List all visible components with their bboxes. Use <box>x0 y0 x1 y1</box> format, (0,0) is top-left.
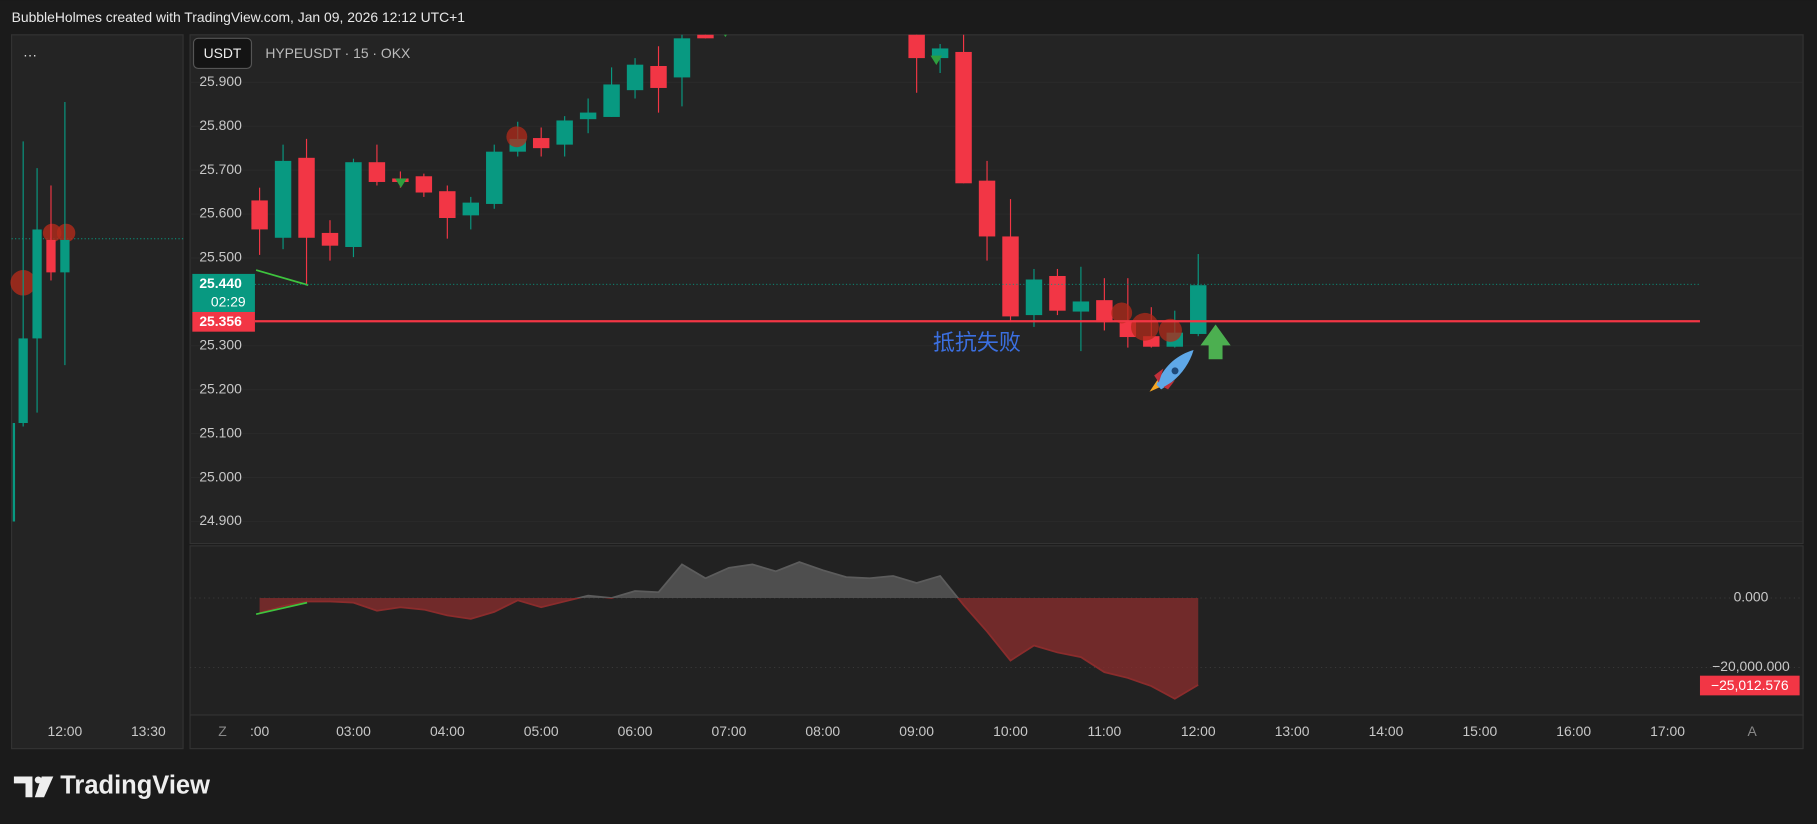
price-plot <box>190 34 1804 522</box>
y-tick-label: 25.700 <box>199 161 242 177</box>
x-tick-label: 14:00 <box>1369 723 1404 739</box>
signal-marker <box>1111 302 1133 324</box>
time-axis <box>189 714 1804 750</box>
caption: BubbleHolmes created with TradingView.co… <box>12 9 466 25</box>
symbol: HYPEUSDT · 15 · OKX <box>265 45 410 61</box>
hline-label: 25.356 <box>199 313 242 329</box>
indicator-line <box>259 561 1199 700</box>
signal-marker <box>506 126 528 148</box>
y-tick-label: 25.800 <box>199 117 242 133</box>
candle-body <box>955 51 972 184</box>
value-tag <box>1699 675 1800 696</box>
x-tick-label: 03:00 <box>336 723 371 739</box>
candle-body <box>908 34 925 59</box>
candle-body <box>532 138 550 149</box>
currency-button[interactable] <box>192 37 253 69</box>
x-tick-label: 04:00 <box>430 723 465 739</box>
logo <box>13 776 54 798</box>
x-tick-label: :00 <box>250 723 270 739</box>
candle-body <box>650 66 667 88</box>
candle-body <box>321 232 339 246</box>
last-price-tag <box>192 273 255 313</box>
indicator-plot <box>190 561 1804 700</box>
y-tick-label: −20,000.000 <box>1712 658 1790 674</box>
left-time-label: 13:30 <box>131 723 166 739</box>
y-tick-label: 25.900 <box>199 73 242 89</box>
x-tick-label: 13:00 <box>1275 723 1310 739</box>
candle-body <box>1049 275 1066 311</box>
last-price-label: 25.440 <box>199 275 242 291</box>
candle-body <box>626 64 644 91</box>
candle-body <box>697 34 714 39</box>
y-tick-label: 25.600 <box>199 205 242 221</box>
x-tick-label: 11:00 <box>1088 723 1122 739</box>
candle-body <box>556 120 573 145</box>
y-tick-label: 0.000 <box>1734 589 1769 605</box>
x-tick-label: 08:00 <box>805 723 840 739</box>
rocket <box>1149 350 1194 392</box>
candle-body <box>345 162 362 247</box>
candle-body <box>1190 285 1207 334</box>
candle-body <box>486 151 503 204</box>
left-pane-candles <box>10 102 184 522</box>
candle-body <box>1025 279 1043 316</box>
candle-body <box>251 200 268 230</box>
signal-marker <box>930 55 943 65</box>
candle-body <box>415 176 433 193</box>
left-pane <box>11 34 184 750</box>
axis-button[interactable]: A <box>1747 723 1757 739</box>
left-time-label: 12:00 <box>48 723 83 739</box>
signal-marker <box>1130 312 1159 341</box>
x-tick-label: 06:00 <box>618 723 653 739</box>
candle-body <box>579 112 597 120</box>
candle-body <box>298 157 315 238</box>
y-tick-label: 25.500 <box>199 249 242 265</box>
candle-body <box>274 160 292 238</box>
candle-body <box>931 48 949 59</box>
signal-marker <box>395 178 407 188</box>
x-tick-label: 09:00 <box>899 723 934 739</box>
candle-body <box>368 162 386 182</box>
divergence-line <box>255 601 308 616</box>
candle-body <box>439 191 456 218</box>
signal-marker <box>723 34 727 38</box>
annotation: 抵抗失败 <box>933 330 1021 355</box>
value-label: −25,012.576 <box>1711 677 1789 693</box>
candle-body <box>1002 236 1019 317</box>
candle-body <box>462 202 480 216</box>
hline-tag <box>192 311 255 332</box>
logo-text: TradingView <box>60 772 210 800</box>
x-tick-label: 15:00 <box>1462 723 1497 739</box>
menu-dots[interactable]: ··· <box>23 46 37 62</box>
candle-body <box>673 38 691 78</box>
y-tick-label: 25.300 <box>199 337 242 353</box>
candle-body <box>1143 336 1160 347</box>
signal-marker <box>1158 318 1182 342</box>
area-fill <box>259 562 1199 699</box>
x-tick-label: 07:00 <box>712 723 747 739</box>
x-tick-label: 10:00 <box>993 723 1028 739</box>
candle-body <box>978 180 996 237</box>
x-tick-label: 17:00 <box>1650 723 1685 739</box>
candle-body <box>1096 300 1113 323</box>
candle-body <box>1072 301 1090 312</box>
x-tick-label: 05:00 <box>524 723 559 739</box>
axis-button[interactable]: Z <box>218 723 227 739</box>
y-tick-label: 25.100 <box>199 424 242 440</box>
y-tick-label: 25.200 <box>199 380 242 396</box>
price-pane <box>189 34 1804 545</box>
currency[interactable]: USDT <box>204 45 242 61</box>
x-tick-label: 16:00 <box>1556 723 1591 739</box>
trend-line <box>255 269 309 286</box>
candle-body <box>603 84 620 117</box>
y-tick-label: 25.000 <box>199 468 242 484</box>
x-tick-label: 12:00 <box>1181 723 1216 739</box>
overlay: 25.900 25.800 25.700 25.600 25.500 25.300 25.2… <box>192 73 1800 739</box>
y-tick-label: 24.900 <box>199 512 242 528</box>
buy-arrow <box>1200 324 1231 360</box>
countdown: 02:29 <box>211 294 246 310</box>
